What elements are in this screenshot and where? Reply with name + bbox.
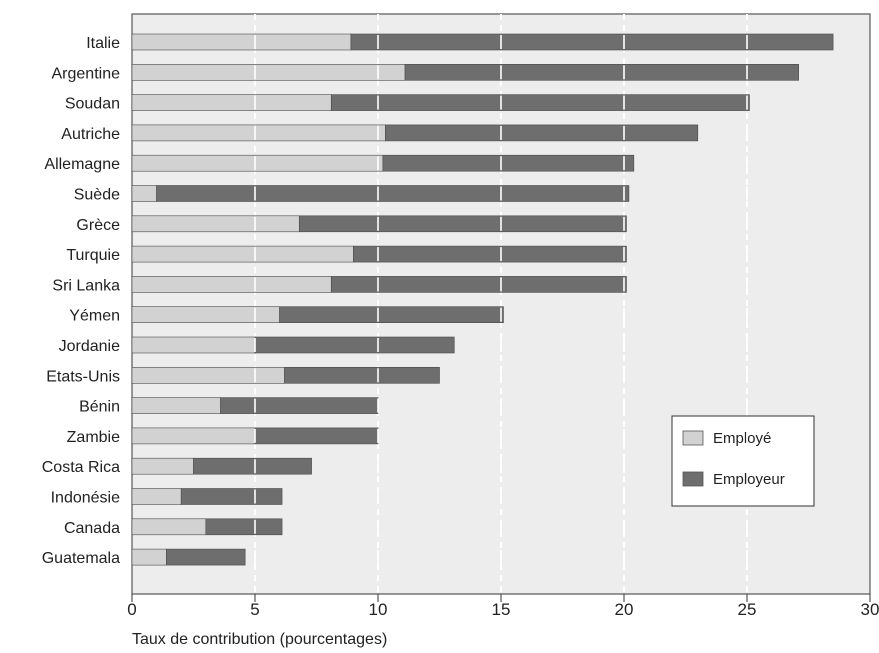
bar-employeur bbox=[353, 245, 627, 263]
bar-employeur bbox=[279, 306, 504, 324]
bar-employeur bbox=[330, 94, 750, 111]
gridlines bbox=[254, 14, 748, 594]
category-label: Sri Lanka bbox=[52, 277, 120, 294]
bar-employeur bbox=[284, 366, 440, 384]
bar-employeur bbox=[385, 124, 699, 142]
x-tick-label: 15 bbox=[492, 600, 511, 619]
x-tick-label: 0 bbox=[127, 600, 136, 619]
x-axis-ticks: 0 5 10 15 20 25 30 bbox=[127, 594, 879, 619]
category-label: Suède bbox=[74, 187, 120, 204]
bar-employe bbox=[131, 245, 354, 263]
bar-employe bbox=[131, 215, 300, 233]
x-tick-label: 5 bbox=[250, 600, 259, 619]
category-label: Bénin bbox=[79, 399, 120, 416]
bar-employe bbox=[131, 397, 221, 414]
legend-swatch-employe bbox=[682, 430, 704, 446]
bar-employeur bbox=[180, 488, 283, 505]
bar-employeur bbox=[298, 215, 627, 233]
category-label: Allemagne bbox=[44, 156, 120, 173]
bar-employe bbox=[131, 185, 157, 202]
category-label: Jordanie bbox=[59, 338, 120, 355]
bar-employe bbox=[131, 94, 332, 111]
category-label: Turquie bbox=[66, 247, 120, 264]
bar-employe bbox=[131, 336, 256, 354]
category-label: Soudan bbox=[65, 96, 120, 113]
legend: Employé Employeur bbox=[671, 415, 815, 507]
category-label: Zambie bbox=[67, 429, 120, 446]
bar-employeur bbox=[156, 185, 630, 202]
bar-employeur bbox=[350, 33, 834, 51]
category-label: Etats-Unis bbox=[46, 368, 120, 385]
bar-employe bbox=[131, 154, 384, 172]
category-label: Autriche bbox=[61, 126, 120, 143]
bar-employe bbox=[131, 366, 285, 384]
bar-employe bbox=[131, 427, 256, 445]
bar-employeur bbox=[254, 336, 455, 354]
bar-employe bbox=[131, 64, 406, 81]
bar-employeur bbox=[330, 276, 627, 293]
bar-employe bbox=[131, 306, 280, 324]
bar-employeur bbox=[254, 427, 379, 445]
category-label: Guatemala bbox=[42, 550, 120, 567]
x-tick-label: 20 bbox=[615, 600, 634, 619]
gridlines-overlay bbox=[254, 35, 748, 565]
bar-employe bbox=[131, 124, 386, 142]
x-tick-label: 10 bbox=[369, 600, 388, 619]
bar-employeur bbox=[404, 64, 799, 81]
bar-employe bbox=[131, 518, 207, 536]
category-label: Yémen bbox=[69, 308, 120, 325]
legend-swatch-employeur bbox=[682, 471, 704, 487]
bar-employe bbox=[131, 488, 182, 505]
x-tick-label: 30 bbox=[861, 600, 879, 619]
category-label: Italie bbox=[86, 35, 120, 52]
legend-label-employeur: Employeur bbox=[713, 471, 785, 488]
x-axis-title: Taux de contribution (pourcentages) bbox=[132, 631, 387, 648]
bar-employe bbox=[131, 33, 352, 51]
category-label: Grèce bbox=[76, 217, 120, 234]
category-label: Costa Rica bbox=[42, 459, 120, 476]
bar-employeur bbox=[220, 397, 379, 414]
category-label: Argentine bbox=[52, 65, 121, 82]
bar-employeur bbox=[382, 154, 635, 172]
bar-employe bbox=[131, 276, 332, 293]
bars bbox=[131, 33, 834, 566]
bar-employeur bbox=[193, 457, 312, 475]
bar-employe bbox=[131, 457, 194, 475]
bar-employeur bbox=[166, 548, 246, 566]
category-label: Indonésie bbox=[51, 490, 120, 507]
bar-employe bbox=[131, 548, 167, 566]
bar-employeur bbox=[205, 518, 283, 536]
x-tick-label: 25 bbox=[738, 600, 757, 619]
category-label: Canada bbox=[64, 520, 120, 537]
legend-label-employe: Employé bbox=[713, 430, 771, 447]
category-labels: Italie Argentine Soudan Autriche Allemagne Su… bbox=[42, 35, 120, 567]
